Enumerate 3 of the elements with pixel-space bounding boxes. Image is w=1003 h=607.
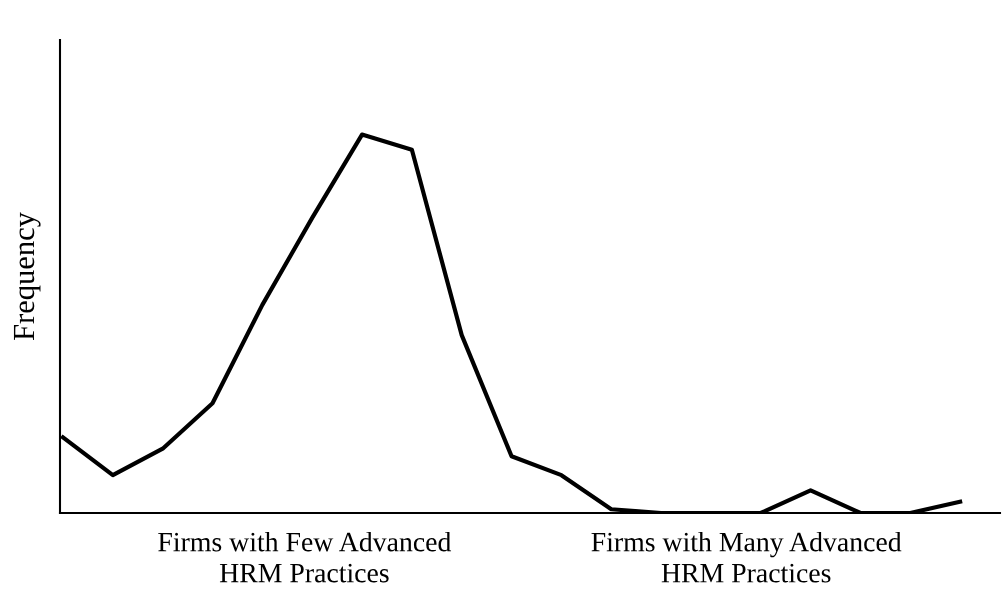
- y-axis-title: Frequency: [13, 212, 41, 341]
- text: Firms with Few Advanced HRM Practices: [158, 531, 452, 583]
- text: Firms with Many Advanced HRM Practices: [591, 531, 902, 583]
